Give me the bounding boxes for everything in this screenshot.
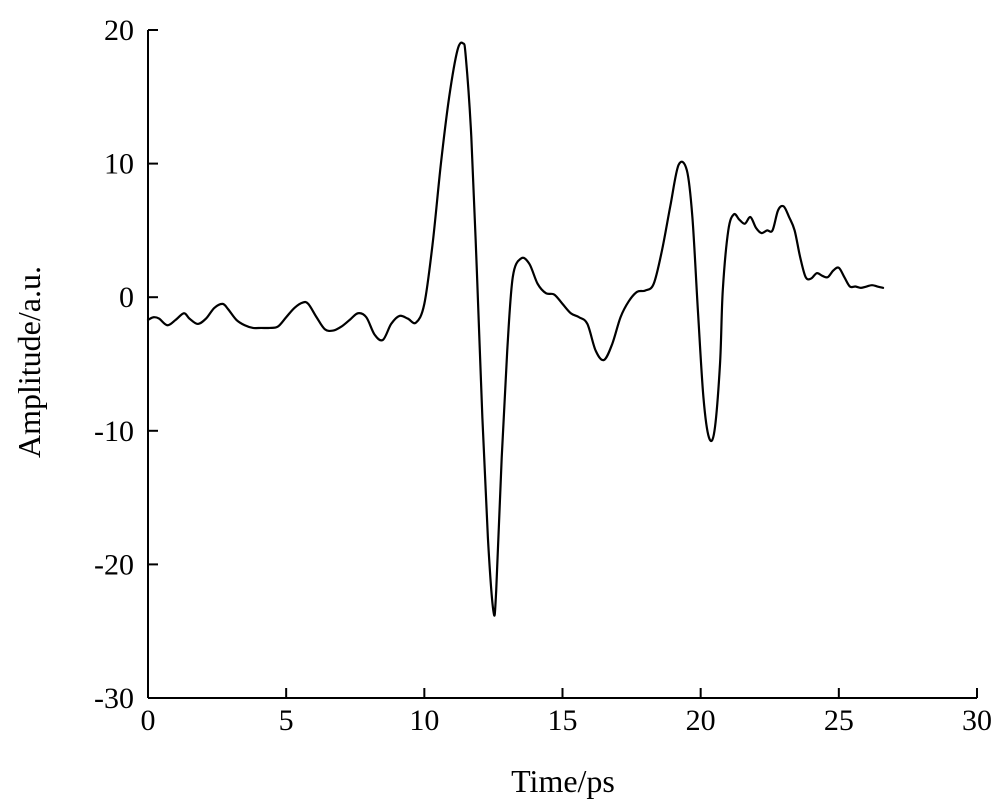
series-line: [146, 41, 885, 617]
x-tick-label: 20: [686, 704, 716, 737]
ticks: 0 5 10 15 20 25 30 -30 -20 -10 0 10 20: [94, 14, 992, 737]
axes: [147, 30, 977, 699]
y-tick-label: 0: [119, 281, 134, 314]
x-tick-label: 10: [409, 704, 439, 737]
y-tick-label: 20: [104, 14, 134, 47]
y-tick-label: 10: [104, 148, 134, 181]
y-tick-label: -10: [94, 415, 134, 448]
x-tick-label: 0: [141, 704, 156, 737]
x-tick-label: 30: [962, 704, 992, 737]
x-tick-label: 25: [824, 704, 854, 737]
y-tick-label: -30: [94, 682, 134, 715]
x-axis-title: Time/ps: [511, 763, 615, 799]
y-axis-title: Amplitude/a.u.: [11, 266, 47, 458]
x-tick-label: 5: [279, 704, 294, 737]
series-layer: [146, 41, 885, 617]
y-tick-label: -20: [94, 548, 134, 581]
x-tick-label: 15: [548, 704, 578, 737]
